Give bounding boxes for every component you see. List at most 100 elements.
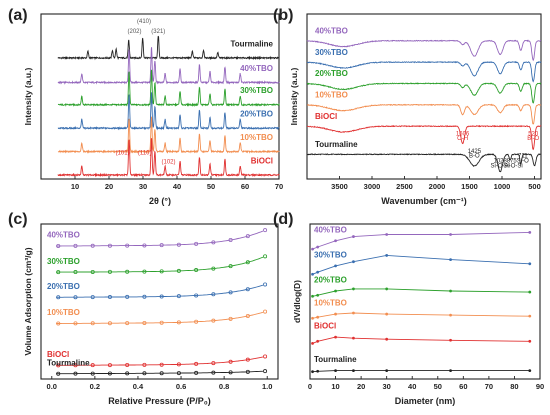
- series-line: [307, 103, 542, 125]
- series-label: Tourmaline: [314, 355, 357, 364]
- series-label: Tourmaline: [230, 39, 273, 48]
- annotation: (110): [138, 150, 152, 156]
- x-tick-label: 70: [485, 382, 493, 391]
- x-tick-label: 40: [173, 182, 181, 191]
- annotation: Si-O: [517, 159, 529, 165]
- annotation: Bi-O: [527, 136, 539, 142]
- annotation: 711: [518, 154, 528, 160]
- panel-label: (d): [273, 211, 293, 228]
- x-axis-label: Relative Pressure (P/P₀): [108, 396, 211, 406]
- series-label: 20%TBO: [240, 110, 273, 119]
- panel-c: (c) 0.0 0.2 0.4 0.6 0.8 1.0 Relative Pressure (…: [8, 211, 279, 406]
- x-tick-label: 1.0: [262, 382, 272, 391]
- series-line: [56, 356, 264, 366]
- series-label: 40%TBO: [315, 26, 348, 35]
- series-label: 20%TBO: [314, 276, 347, 285]
- series-label: 10%TBO: [315, 90, 348, 99]
- series-line: [57, 35, 280, 61]
- x-axis-label: Diameter (nm): [395, 396, 456, 406]
- panel-label: (a): [8, 7, 28, 24]
- x-tick-label: 30: [382, 382, 390, 391]
- annotation: (101): [116, 150, 130, 156]
- series-label: 40%TBO: [47, 231, 80, 240]
- x-tick-label: 0.8: [219, 382, 229, 391]
- x-tick-label: 10: [71, 182, 79, 191]
- y-axis-label: dV/dlog(D): [292, 280, 302, 323]
- data-point: [311, 294, 314, 298]
- panel-label: (c): [8, 211, 28, 228]
- annotation: 875: [507, 159, 518, 165]
- series-line: [312, 336, 530, 344]
- x-tick-label: 2500: [396, 182, 413, 191]
- annotation: B-O: [469, 154, 480, 160]
- series-line: [57, 92, 280, 131]
- data-point: [263, 228, 268, 233]
- series-line: [312, 312, 530, 319]
- series-line: [57, 69, 280, 108]
- data-point: [263, 254, 268, 259]
- series-line: [56, 284, 264, 298]
- series-label: BiOCl: [47, 350, 69, 359]
- panel-label: (b): [273, 7, 293, 24]
- plot-frame: [309, 223, 541, 380]
- x-tick-label: 30: [139, 182, 147, 191]
- series-label: 40%TBO: [240, 64, 273, 73]
- data-point: [263, 369, 268, 374]
- panel-b: (b) 3500 3000 2500 2000 1500 1000 500 Wavenumber…: [273, 7, 542, 206]
- series-line: [56, 230, 264, 247]
- x-tick-label: 60: [459, 382, 467, 391]
- series-label: 10%TBO: [314, 299, 347, 308]
- series-line: [306, 153, 542, 173]
- series-line: [312, 231, 530, 250]
- y-axis-label: Intensity (a.u.): [23, 68, 33, 126]
- annotation: Si-O-Al: [491, 163, 510, 169]
- x-tick-label: 0.0: [47, 382, 57, 391]
- x-axis-label: 2θ (°): [149, 196, 171, 206]
- x-tick-label: 500: [528, 182, 541, 191]
- x-tick-label: 2000: [429, 182, 446, 191]
- annotation: (321): [151, 29, 165, 35]
- series-line: [56, 370, 263, 375]
- annotation: (102): [161, 159, 175, 165]
- x-tick-label: 20: [357, 382, 365, 391]
- series-label: 30%TBO: [47, 257, 80, 266]
- x-tick-label: 60: [241, 182, 249, 191]
- annotation: Si-O-Si: [503, 163, 522, 169]
- series-line: [56, 256, 264, 273]
- x-tick-label: 1500: [461, 182, 478, 191]
- x-tick-label: 80: [510, 382, 518, 391]
- series-line: [312, 370, 530, 373]
- series-label: 20%TBO: [47, 282, 80, 291]
- plot-frame: [40, 223, 279, 380]
- series-label: BiOCl: [251, 156, 273, 165]
- data-point: [311, 316, 314, 320]
- annotation: 1028: [494, 159, 508, 165]
- series-line: [307, 82, 542, 104]
- series-label: 10%TBO: [240, 133, 273, 142]
- series-line: [57, 47, 280, 85]
- y-axis-label: Volume Adsorption (cm³/g): [23, 247, 33, 355]
- series-line: [312, 254, 530, 275]
- data-point: [263, 354, 268, 359]
- x-tick-label: 50: [207, 182, 215, 191]
- annotation: (202): [127, 29, 141, 35]
- y-axis-label: Intensity (a.u.): [289, 68, 299, 126]
- x-tick-label: 90: [536, 382, 544, 391]
- x-tick-label: 40: [408, 382, 416, 391]
- data-point: [263, 309, 268, 314]
- x-tick-label: 20: [105, 182, 113, 191]
- series-line: [57, 138, 280, 178]
- panel-d: (d) 0 10 20 30 40 50 60 70 80 90 Diameter (nm) dV/dl…: [273, 211, 544, 406]
- series-line: [312, 288, 530, 297]
- series-label: 40%TBO: [314, 225, 347, 234]
- annotation: 1606: [456, 131, 470, 137]
- x-tick-label: 0: [308, 382, 312, 391]
- series-line: [306, 39, 542, 62]
- series-label: 20%TBO: [315, 69, 348, 78]
- data-point: [311, 370, 314, 374]
- annotation: 1425: [468, 149, 482, 155]
- x-tick-label: 0.6: [176, 382, 186, 391]
- x-tick-label: 1000: [494, 182, 511, 191]
- series-label: BiOCl: [315, 112, 337, 121]
